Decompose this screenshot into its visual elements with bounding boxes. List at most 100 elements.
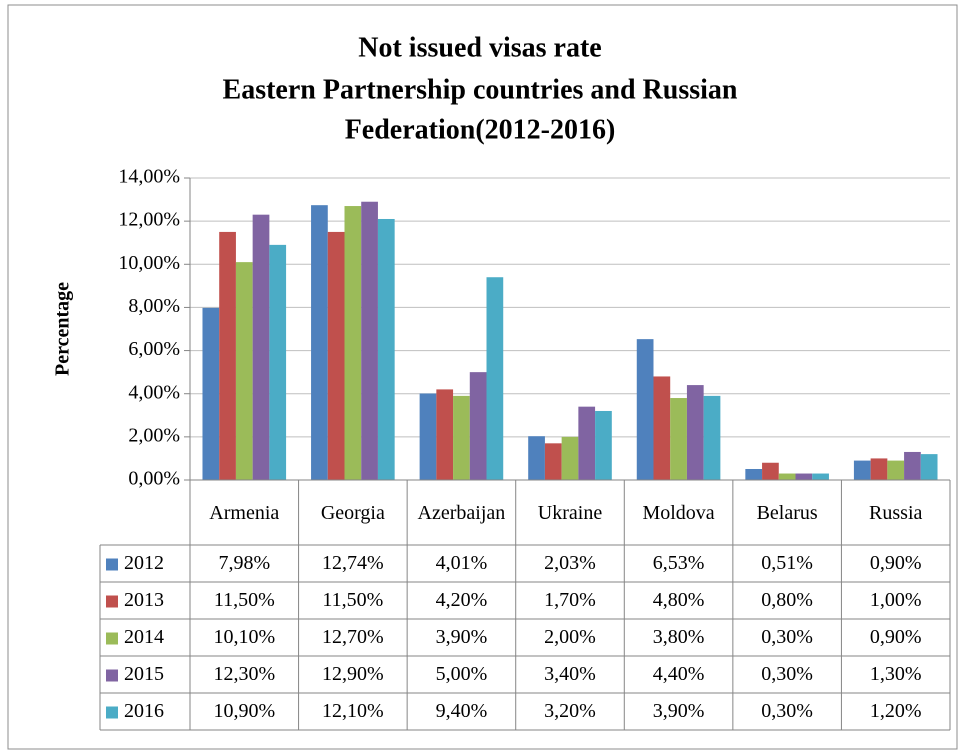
table-value: 0,90% [870,626,922,648]
bar [920,454,938,480]
bar [670,398,687,480]
bar [344,206,362,481]
bar [795,473,813,480]
x-tick-label: Belarus [757,502,818,524]
table-value: 4,01% [436,552,488,574]
legend-label: 2014 [124,626,164,648]
table-value: 12,30% [213,663,275,685]
table-value: 3,90% [653,700,705,722]
y-tick-label: 6,00% [128,338,180,360]
chart-title: Federation(2012-2016) [345,114,616,145]
bar [469,372,487,480]
legend-label: 2013 [124,589,164,611]
table-value: 0,30% [761,663,813,685]
table-value: 3,80% [653,626,705,648]
table-value: 1,70% [544,589,596,611]
legend-label: 2012 [124,552,164,574]
bar [202,307,220,480]
bar [453,395,470,480]
x-tick-label: Moldova [642,502,714,524]
table-value: 3,90% [436,626,488,648]
bar [377,218,395,480]
bar [904,451,921,480]
table-value: 3,20% [544,700,596,722]
bar [745,468,763,480]
legend-key [106,595,118,608]
table-value: 10,90% [213,700,275,722]
table-value: 12,10% [322,700,384,722]
table-value: 11,50% [322,589,383,611]
bar [762,462,779,480]
bar [269,244,287,480]
table-value: 0,51% [761,552,813,574]
bar [528,436,545,480]
table-value: 6,53% [653,552,705,574]
legend-key [106,632,118,645]
bar [812,473,829,480]
bar [887,460,905,480]
legend-key [106,706,118,719]
bar [561,436,579,480]
y-tick-label: 10,00% [118,252,180,274]
table-value: 10,10% [213,626,275,648]
table-value: 9,40% [436,700,488,722]
bar [252,214,270,480]
bar [361,201,378,480]
bar [778,473,796,480]
table-value: 0,30% [761,626,813,648]
bar [686,385,704,480]
x-tick-label: Russia [869,502,922,524]
legend-label: 2016 [124,700,164,722]
legend-label: 2015 [124,663,164,685]
bar [436,389,454,480]
chart-title: Not issued visas rate [358,32,601,63]
y-tick-label: 0,00% [128,468,180,490]
table-value: 0,80% [761,589,813,611]
chart-title: Eastern Partnership countries and Russia… [223,74,738,105]
table-value: 12,74% [322,552,384,574]
bar [327,231,345,480]
bar [870,458,888,480]
table-value: 4,80% [653,589,705,611]
bar [235,262,253,480]
table-value: 0,30% [761,700,813,722]
table-value: 7,98% [218,552,270,574]
bar [486,277,504,480]
x-tick-label: Ukraine [538,502,603,524]
bar [636,339,654,480]
y-tick-label: 14,00% [118,166,180,188]
bar [419,393,437,480]
table-value: 0,90% [870,552,922,574]
legend-key [106,558,118,571]
legend-key [106,669,118,682]
bar [595,410,612,480]
table-value: 5,00% [436,663,488,685]
bar [703,395,721,480]
y-tick-label: 4,00% [128,381,180,403]
table-value: 4,20% [436,589,488,611]
x-tick-label: Azerbaijan [418,502,506,524]
bar [311,205,328,480]
x-tick-label: Armenia [209,502,279,524]
bar [853,460,871,480]
table-value: 12,90% [322,663,384,685]
y-tick-label: 12,00% [118,209,180,231]
table-value: 11,50% [214,589,275,611]
y-tick-label: 2,00% [128,424,180,446]
table-value: 2,00% [544,626,596,648]
y-axis-label: Percentage [52,282,74,376]
bar [544,443,562,480]
bar [578,406,596,480]
table-value: 1,30% [870,663,922,685]
table-value: 2,03% [544,552,596,574]
table-value: 12,70% [322,626,384,648]
table-value: 1,00% [870,589,922,611]
y-tick-label: 8,00% [128,295,180,317]
table-value: 4,40% [653,663,705,685]
table-value: 3,40% [544,663,596,685]
bar [219,231,236,480]
x-tick-label: Georgia [321,502,385,524]
table-value: 1,20% [870,700,922,722]
